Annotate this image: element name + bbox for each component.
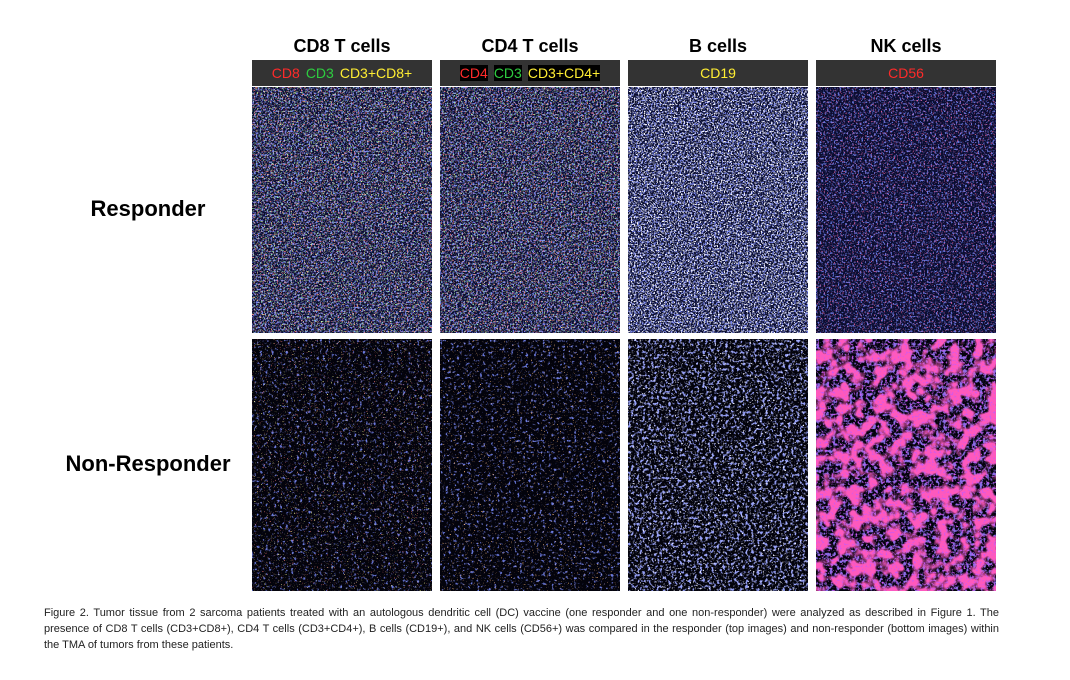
tissue-image xyxy=(252,339,432,591)
caption: Figure 2. Tumor tissue from 2 sarcoma pa… xyxy=(44,607,999,651)
marker-label: CD3 xyxy=(493,65,522,81)
panels xyxy=(252,87,996,591)
image-texture xyxy=(252,87,432,333)
marker-label: CD3+CD8+ xyxy=(339,65,413,81)
image-texture xyxy=(440,87,620,333)
marker-bar: CD8 CD3 CD3+CD8+ xyxy=(252,60,432,86)
marker-label: CD19 xyxy=(700,65,736,81)
tissue-image xyxy=(252,87,432,333)
row-label: Responder xyxy=(90,196,206,221)
tissue-image xyxy=(440,339,620,591)
column-title: CD8 T cells xyxy=(293,36,391,56)
marker-label: CD4 xyxy=(459,65,488,81)
row-label: Non-Responder xyxy=(65,451,231,476)
marker-bar: CD19 xyxy=(628,60,808,86)
image-texture xyxy=(252,339,432,591)
marker-label: CD3 xyxy=(305,65,334,81)
tissue-image xyxy=(628,339,808,591)
tissue-image xyxy=(816,339,996,591)
image-texture xyxy=(816,339,996,591)
column-title: NK cells xyxy=(870,36,942,56)
column-title: CD4 T cells xyxy=(481,36,579,56)
image-texture xyxy=(440,339,620,591)
marker-label: CD56 xyxy=(888,65,924,81)
image-texture xyxy=(628,87,808,333)
marker-label: CD3+CD4+ xyxy=(527,65,601,81)
tissue-image xyxy=(816,87,996,333)
marker-bar: CD4 CD3 CD3+CD4+ xyxy=(440,60,620,86)
marker-bar: CD56 xyxy=(816,60,996,86)
tissue-image xyxy=(440,87,620,333)
column-title: B cells xyxy=(688,36,748,56)
image-texture xyxy=(628,339,808,591)
tissue-image xyxy=(628,87,808,333)
image-texture xyxy=(816,87,996,333)
marker-label: CD8 xyxy=(271,65,300,81)
